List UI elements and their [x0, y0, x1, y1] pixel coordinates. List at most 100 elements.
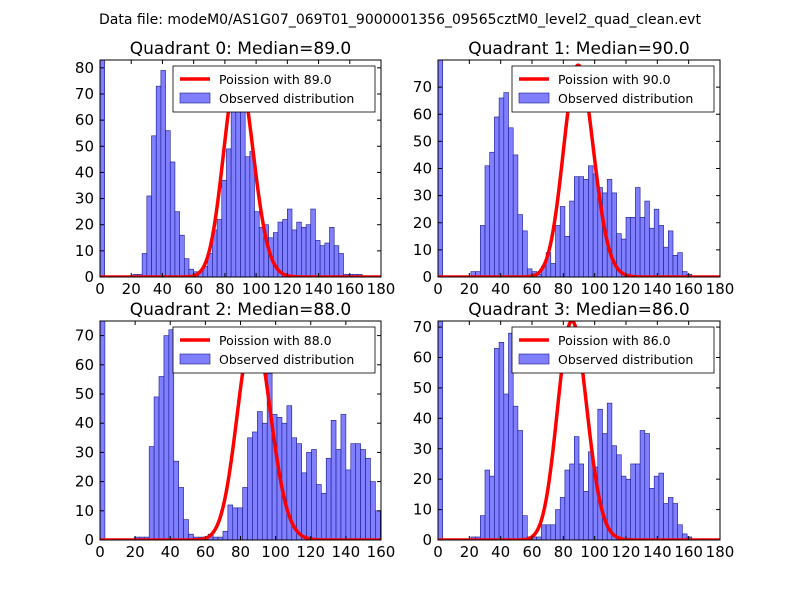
histogram-bar: [573, 436, 580, 540]
histogram-bar: [620, 475, 627, 540]
histogram-bar: [569, 200, 575, 277]
histogram-bar: [653, 208, 660, 277]
histogram-bar: [630, 463, 636, 540]
legend-box: [511, 65, 715, 113]
x-tick-label: 20: [122, 280, 141, 298]
legend-bar-label: Observed distribution: [219, 352, 354, 367]
legend-bar-label: Observed distribution: [558, 91, 693, 106]
histogram-bar: [360, 449, 366, 540]
histogram-bar: [588, 165, 594, 277]
legend-bar-swatch: [179, 353, 211, 365]
histogram-bar: [545, 524, 552, 540]
histogram-bar: [498, 341, 505, 540]
histogram-bar: [559, 497, 566, 540]
histogram-bar: [173, 460, 179, 540]
histogram-bar: [310, 208, 316, 277]
y-tick-label: 50: [75, 385, 94, 403]
histogram-bar: [498, 97, 505, 277]
quadrant-0-panel: 0 20 40 60 80 100 120 140 160 180 0 10 20 30 40 50 60 70 8…: [75, 39, 395, 298]
histogram-bar: [184, 258, 190, 277]
x-tick-label: 20: [126, 543, 145, 561]
legend-bar-swatch: [179, 92, 211, 104]
histogram-bar: [484, 165, 490, 277]
axes-frame: [99, 59, 382, 278]
y-tick-label: 10: [413, 241, 432, 259]
y-tick-label: 0: [84, 268, 94, 286]
x-tick-label: 160: [674, 543, 703, 561]
legend-bar-swatch: [518, 353, 550, 365]
histogram-bar: [165, 130, 171, 277]
histogram-bar: [489, 151, 495, 277]
histogram-bar: [311, 449, 317, 540]
x-tick-label: 100: [261, 543, 290, 561]
histogram-bar: [508, 127, 514, 277]
y-tick-label: 50: [413, 132, 432, 150]
histogram-bar: [315, 240, 321, 277]
histogram-bar: [639, 217, 646, 277]
histogram-bar: [583, 491, 589, 540]
y-tick-label: 50: [413, 379, 432, 397]
x-tick-label: 40: [161, 543, 180, 561]
histogram-bar: [163, 335, 170, 540]
histogram-bar: [555, 225, 561, 277]
histogram-bar: [569, 463, 575, 540]
y-tick-label: 60: [75, 356, 94, 374]
y-tick-label: 40: [75, 163, 94, 181]
histogram-bar: [178, 487, 184, 540]
histogram-bar: [658, 225, 664, 277]
histogram-bar: [611, 445, 617, 540]
histogram-bar: [179, 234, 185, 277]
histogram-bar: [550, 524, 556, 540]
histogram-bar: [151, 135, 157, 277]
y-tick-label: 30: [413, 187, 432, 205]
histogram-bar: [370, 481, 376, 540]
x-tick-label: 160: [335, 280, 364, 298]
y-tick-label: 30: [75, 443, 94, 461]
histogram-bar: [517, 430, 523, 540]
histogram-bar: [169, 161, 176, 277]
histogram-bar: [330, 419, 337, 540]
histogram-bar: [355, 443, 361, 540]
histogram-bar: [100, 321, 106, 540]
histogram-bar: [287, 208, 293, 277]
legend-curve-label: Poission with 86.0: [558, 333, 671, 348]
histogram-bar: [522, 230, 528, 277]
histogram-bar: [653, 475, 660, 540]
y-tick-label: 40: [413, 409, 432, 427]
histogram-bar: [146, 195, 152, 277]
histogram-bar: [512, 154, 519, 277]
histogram-bar: [296, 443, 302, 540]
panel-title: Quadrant 0: Median=89.0: [130, 39, 352, 59]
y-tick-label: 40: [75, 414, 94, 432]
histogram-bar: [301, 227, 307, 277]
legend-box: [511, 326, 715, 374]
y-tick-label: 60: [75, 111, 94, 129]
histogram-bar: [153, 396, 160, 540]
x-tick-label: 140: [304, 280, 333, 298]
x-tick-label: 140: [643, 280, 672, 298]
x-tick-label: 160: [674, 280, 703, 298]
histogram-bar: [216, 219, 223, 277]
histogram-bar: [479, 225, 486, 277]
x-tick-label: 120: [612, 280, 641, 298]
histogram-bar: [222, 530, 229, 540]
histogram-bar: [658, 472, 664, 540]
histogram-bar: [282, 219, 288, 277]
histogram-bar: [672, 503, 678, 540]
histogram-bar: [438, 321, 443, 540]
histogram-bar: [649, 227, 655, 277]
legend-bar-label: Observed distribution: [219, 91, 354, 106]
legend-curve-label: Poission with 89.0: [219, 72, 332, 87]
histogram-bar: [649, 487, 655, 540]
histogram-bar: [301, 472, 307, 540]
quadrant-2-panel: 0 20 40 60 80 100 120 140 160 0 10 20 30 40 50 60 70 Quad…: [75, 300, 395, 561]
legend-bar-label: Observed distribution: [558, 352, 693, 367]
y-tick-label: 10: [413, 501, 432, 519]
histogram-bar: [324, 242, 330, 277]
histogram-bar: [677, 252, 683, 277]
histogram-bar: [155, 85, 162, 277]
x-tick-label: 140: [643, 543, 672, 561]
histogram-bar: [503, 92, 509, 277]
x-tick-label: 180: [367, 280, 396, 298]
x-tick-label: 0: [95, 543, 105, 561]
